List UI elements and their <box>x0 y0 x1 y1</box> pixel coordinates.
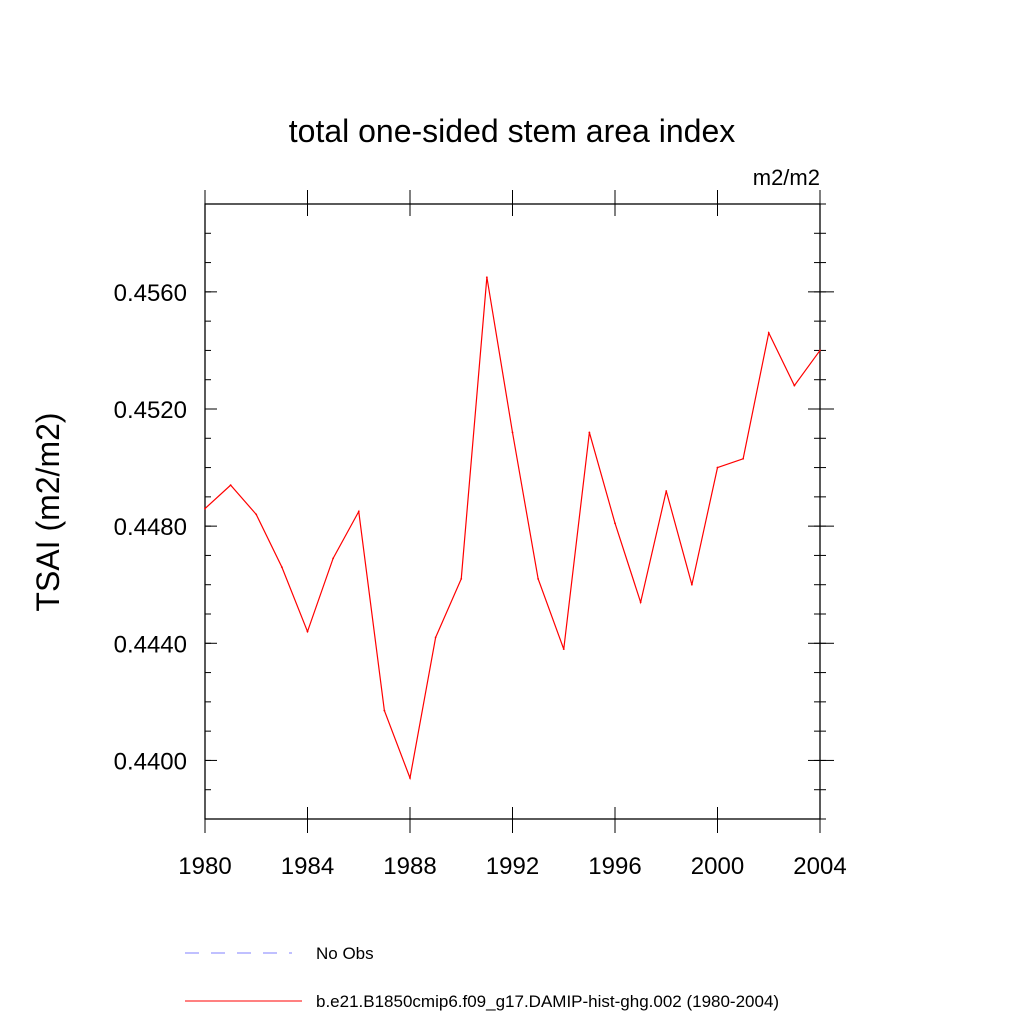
series-line <box>204 277 821 781</box>
data-point <box>357 510 360 513</box>
data-point <box>819 349 821 352</box>
data-point <box>665 490 668 492</box>
y-tick-label: 0.4440 <box>114 631 187 658</box>
data-point <box>588 431 591 434</box>
y-tick-label: 0.4520 <box>114 397 187 424</box>
data-point <box>485 276 488 279</box>
data-point <box>332 557 335 560</box>
data-point <box>409 777 411 779</box>
data-point <box>767 331 770 334</box>
data-point <box>255 513 258 516</box>
legend-label: No Obs <box>316 944 374 963</box>
series-layer <box>204 276 821 781</box>
plot-frame <box>204 203 821 820</box>
data-point <box>793 384 796 387</box>
y-tick-label: 0.4400 <box>114 748 187 775</box>
data-point <box>562 648 565 651</box>
data-point <box>434 636 437 639</box>
legend-label: b.e21.B1850cmip6.f09_g17.DAMIP-hist-ghg.… <box>316 992 779 1011</box>
data-point <box>229 484 232 487</box>
data-point <box>639 601 642 604</box>
data-point <box>306 630 309 633</box>
x-tick-label: 1984 <box>281 853 334 880</box>
y-tick-label: 0.4560 <box>114 280 187 307</box>
y-axis-label: TSAI (m2/m2) <box>30 412 66 611</box>
chart-title: total one-sided stem area index <box>289 113 735 149</box>
data-point <box>204 507 206 510</box>
data-point <box>742 457 745 460</box>
data-point <box>280 566 283 569</box>
data-point <box>460 577 463 580</box>
x-tick-label: 1988 <box>383 853 436 880</box>
legend: No Obs b.e21.B1850cmip6.f09_g17.DAMIP-his… <box>185 944 779 1011</box>
data-point <box>716 466 719 469</box>
x-tick-label: 2000 <box>691 853 744 880</box>
data-point <box>383 709 386 712</box>
data-point <box>511 431 514 434</box>
units-label: m2/m2 <box>753 165 820 190</box>
x-tick-label: 2004 <box>793 853 846 880</box>
data-point <box>690 583 693 586</box>
x-tick-label: 1980 <box>178 853 231 880</box>
x-axis: 1980 1984 1988 1992 1996 2000 2004 <box>178 190 847 880</box>
y-axis: 0.4400 0.4440 0.4480 0.4520 0.4560 <box>114 203 834 820</box>
x-tick-label: 1992 <box>486 853 539 880</box>
data-point <box>537 577 540 580</box>
x-tick-label: 1996 <box>588 853 641 880</box>
y-tick-label: 0.4480 <box>114 514 187 541</box>
data-point <box>614 522 616 525</box>
